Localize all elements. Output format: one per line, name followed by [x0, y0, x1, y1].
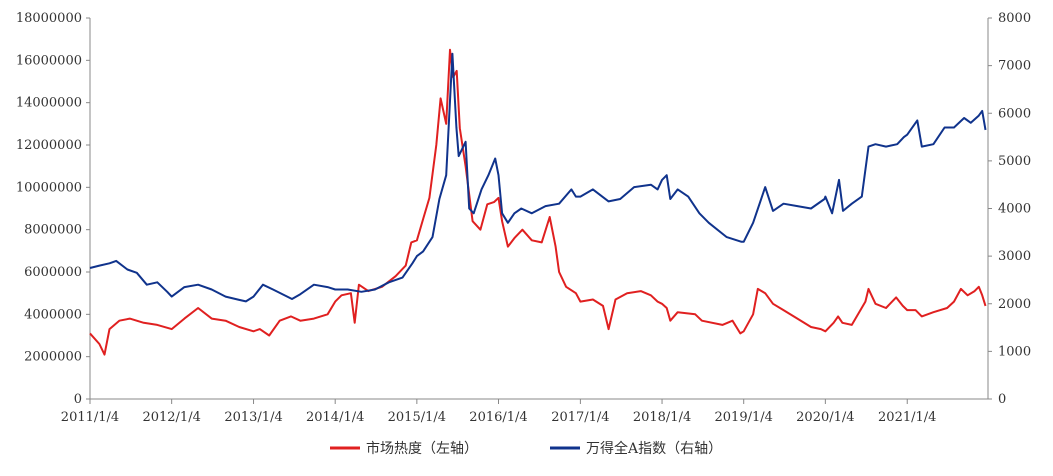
y-left-tick-label: 8000000 [24, 223, 82, 238]
x-tick-label: 2018/1/4 [633, 410, 691, 425]
y-right-tick-label: 1000 [998, 344, 1031, 359]
y-right-tick-label: 2000 [998, 297, 1031, 312]
y-right-tick-label: 4000 [998, 202, 1031, 217]
y-right-tick-label: 8000 [998, 11, 1031, 26]
y-right-tick-label: 3000 [998, 249, 1031, 264]
y-left-tick-label: 16000000 [16, 53, 82, 68]
series-layer [89, 48, 987, 356]
y-left-tick-label: 14000000 [16, 96, 82, 111]
y-left-tick-label: 2000000 [24, 350, 82, 365]
series-line-left-axis [89, 48, 987, 356]
legend-label: 市场热度（左轴） [366, 440, 478, 457]
y-left-tick-label: 10000000 [16, 180, 82, 195]
x-tick-label: 2019/1/4 [715, 410, 773, 425]
y-right-tick-label: 7000 [998, 59, 1031, 74]
y-right-tick-label: 0 [998, 392, 1006, 407]
legend: 市场热度（左轴） 万得全A指数（右轴） [330, 440, 722, 457]
y-left-tick-label: 12000000 [16, 138, 82, 153]
axes: 0 2000000 4000000 6000000 8000000 10000000 120… [16, 11, 1031, 425]
series-line-right-axis [89, 52, 987, 303]
y-left-tick-label: 0 [74, 392, 82, 407]
x-tick-label: 2012/1/4 [142, 410, 200, 425]
y-right-tick-label: 5000 [998, 154, 1031, 169]
x-tick-label: 2021/1/4 [878, 410, 936, 425]
legend-label: 万得全A指数（右轴） [586, 440, 722, 457]
x-tick-label: 2020/1/4 [796, 410, 854, 425]
x-tick-label: 2011/1/4 [61, 410, 119, 425]
legend-item[interactable]: 万得全A指数（右轴） [550, 440, 722, 457]
x-tick-label: 2017/1/4 [551, 410, 609, 425]
legend-item[interactable]: 市场热度（左轴） [330, 440, 478, 457]
x-tick-label: 2013/1/4 [224, 410, 282, 425]
x-tick-label: 2015/1/4 [388, 410, 446, 425]
x-tick-label: 2014/1/4 [306, 410, 364, 425]
x-tick-label: 2016/1/4 [469, 410, 527, 425]
y-left-tick-label: 18000000 [16, 11, 82, 26]
y-right-tick-label: 6000 [998, 106, 1031, 121]
y-left-tick-label: 4000000 [24, 307, 82, 322]
y-left-tick-label: 6000000 [24, 265, 82, 280]
